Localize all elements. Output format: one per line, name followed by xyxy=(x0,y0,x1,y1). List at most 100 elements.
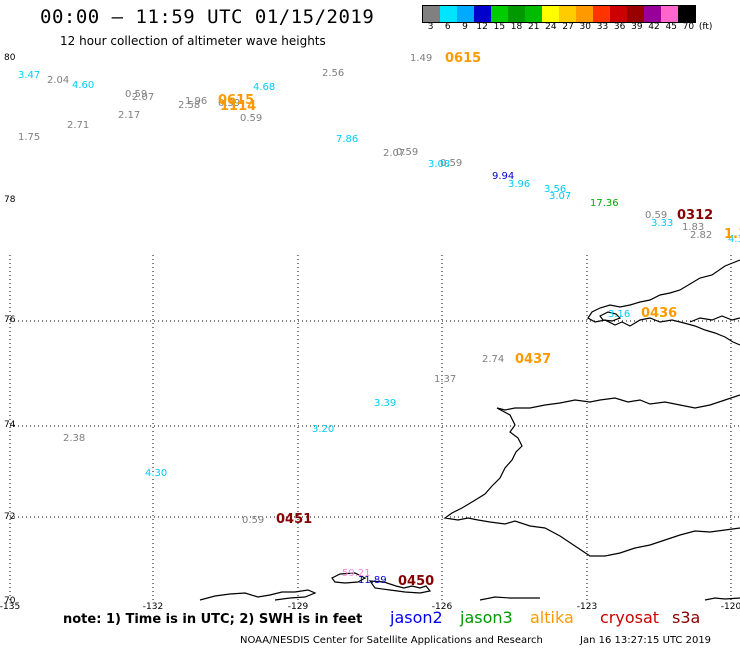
credit-line: NOAA/NESDIS Center for Satellite Applica… xyxy=(240,635,543,646)
color-scale-tick: 9 xyxy=(462,22,468,32)
wave-height-label: 4.60 xyxy=(72,80,94,91)
color-scale-tick: 21 xyxy=(527,22,540,32)
wave-height-label: 3.08 xyxy=(428,159,450,170)
color-scale-tick: 27 xyxy=(562,22,574,32)
color-scale-swatch xyxy=(542,6,559,22)
wave-height-label: 3.56 xyxy=(544,184,566,195)
longitude-label: -126 xyxy=(432,602,453,612)
graticule xyxy=(9,255,740,600)
color-scale-swatch xyxy=(661,6,678,22)
color-scale-swatch xyxy=(440,6,457,22)
pass-time-label: 0450 xyxy=(398,574,434,589)
color-scale-swatch xyxy=(678,6,695,22)
color-scale-swatch xyxy=(525,6,542,22)
wave-height-label: 0.59 xyxy=(125,89,147,100)
longitude-labels: -135 -132 -129 -126 -123 -120 xyxy=(0,602,740,612)
wave-height-label: 1.49 xyxy=(410,53,432,64)
wave-height-label: 2.71 xyxy=(67,120,89,131)
wave-height-label: 1.83 xyxy=(682,222,704,233)
satellite-legend-item: cryosat xyxy=(600,608,660,627)
wave-height-label: 3.47 xyxy=(18,70,40,81)
color-scale-swatch xyxy=(508,6,525,22)
latitude-label: 72 xyxy=(4,512,15,522)
color-scale-swatch xyxy=(423,6,440,22)
color-scale-tick: 15 xyxy=(493,22,506,32)
wave-height-label: 4.3 xyxy=(728,234,740,245)
color-scale-labels: 3 6 9 12 15 18 21 24 27 30 33 36 39 42 45 70 (ft) xyxy=(422,22,714,32)
wave-height-label: 3.33 xyxy=(651,218,673,229)
generation-timestamp: Jan 16 13:27:15 UTC 2019 xyxy=(580,635,712,646)
color-scale-tick: 12 xyxy=(476,22,488,32)
color-scale-tick: 6 xyxy=(444,22,451,32)
wave-height-label: 2.82 xyxy=(690,230,712,241)
wave-height-observations: 3.47 2.04 4.600.592.072.171.962.580.592.71… xyxy=(18,53,740,586)
wave-height-label: 1.96 xyxy=(185,96,207,107)
wave-height-label: 3.20 xyxy=(312,424,334,435)
satellite-legend-item: jason2 xyxy=(390,608,443,627)
map-subtitle: 12 hour collection of altimeter wave hei… xyxy=(60,34,326,48)
latitude-label: 74 xyxy=(4,420,16,430)
wave-height-label: 3.96 xyxy=(508,179,530,190)
longitude-label: -135 xyxy=(0,602,20,612)
color-scale-swatch xyxy=(644,6,661,22)
wave-height-label: 0.59 xyxy=(240,113,262,124)
latitude-label: 76 xyxy=(4,315,16,325)
color-scale-tick: 3 xyxy=(427,22,434,32)
wave-height-label: 2.56 xyxy=(322,68,344,79)
pass-time-label: 0615 xyxy=(445,51,481,66)
wave-height-label: 0.59 xyxy=(645,210,667,221)
longitude-label: -132 xyxy=(143,602,163,612)
satellite-legend-item: s3a xyxy=(672,608,701,627)
satellite-legend-item: altika xyxy=(530,608,574,627)
wave-height-label: 1.75 xyxy=(18,132,40,143)
wave-height-label: 0.59 xyxy=(218,98,240,109)
wave-height-label: 4.30 xyxy=(145,468,167,479)
latitude-label: 70 xyxy=(4,596,16,606)
pass-time-label: 0436 xyxy=(641,306,677,321)
wave-height-label: 11.89 xyxy=(358,575,387,586)
map-title: 00:00 — 11:59 UTC 01/15/2019 xyxy=(40,6,375,28)
wave-height-label: 7.86 xyxy=(336,134,358,145)
pass-time-label: 1114 xyxy=(220,99,256,114)
latitude-labels: 80 78 76 74 72 70 xyxy=(4,53,16,606)
longitude-label: -120 xyxy=(721,602,740,612)
satellite-legend-item: jason3 xyxy=(460,608,513,627)
wave-height-label: 0.59 xyxy=(396,147,418,158)
wave-height-label: 2.17 xyxy=(118,110,140,121)
wave-height-label: 9.94 xyxy=(492,171,514,182)
color-scale-swatch xyxy=(559,6,576,22)
wave-height-label: 2.07 xyxy=(383,148,405,159)
color-scale-tick: 33 xyxy=(596,22,609,32)
wave-height-label: 0.59 xyxy=(440,158,462,169)
wave-height-label: 2.58 xyxy=(178,100,200,111)
wave-height-label: 2.04 xyxy=(47,75,69,86)
pass-time-label: 0312 xyxy=(677,208,713,223)
color-scale-bar xyxy=(422,5,696,23)
color-scale-tick: 18 xyxy=(510,22,523,32)
color-scale-tick: 45 xyxy=(665,22,677,32)
wave-height-label: 2.38 xyxy=(63,433,85,444)
pass-time-label: 0615 xyxy=(218,93,254,108)
wave-height-label: 2.74 xyxy=(482,354,504,365)
longitude-label: -129 xyxy=(288,602,309,612)
wave-height-label: 3.16 xyxy=(608,309,630,320)
latitude-label: 80 xyxy=(4,53,16,63)
color-scale-tick: 30 xyxy=(579,22,591,32)
wave-height-label: 1.37 xyxy=(434,374,456,385)
wave-height-label: 59.21 xyxy=(342,568,371,579)
color-scale-tick: 39 xyxy=(631,22,643,32)
wave-height-label: 4.68 xyxy=(253,82,275,93)
color-scale-unit: (ft) xyxy=(698,22,713,32)
color-scale-swatch xyxy=(627,6,644,22)
color-scale-swatch xyxy=(491,6,508,22)
wave-height-label: 2.07 xyxy=(132,92,154,103)
wave-height-label: 3.07 xyxy=(549,191,571,202)
longitude-label: -123 xyxy=(577,602,597,612)
color-scale-swatch xyxy=(457,6,474,22)
color-scale-tick: 70 xyxy=(682,22,695,32)
color-scale-tick: 42 xyxy=(648,22,660,32)
color-scale-tick: 24 xyxy=(545,22,557,32)
color-scale-tick: 36 xyxy=(613,22,626,32)
wave-height-label: 17.36 xyxy=(590,198,619,209)
